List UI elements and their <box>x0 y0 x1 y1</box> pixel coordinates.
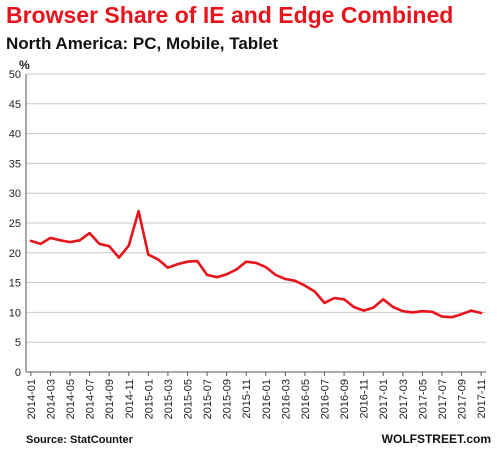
x-tick-label: 2015-11 <box>241 379 253 419</box>
data-point <box>372 306 375 309</box>
x-tick-label: 2016-09 <box>339 379 351 419</box>
data-point <box>470 309 473 312</box>
data-point <box>362 309 365 312</box>
data-point <box>137 210 140 213</box>
data-point <box>333 297 336 300</box>
data-point <box>255 261 257 264</box>
y-tick-label: 10 <box>9 307 21 319</box>
data-point <box>117 256 120 259</box>
data-point <box>264 266 267 269</box>
y-tick-label: 35 <box>9 158 21 170</box>
x-tick-label: 2014-05 <box>65 379 77 419</box>
x-tick-label: 2014-11 <box>124 379 136 419</box>
y-tick-label: 15 <box>9 278 21 290</box>
gridlines <box>26 73 486 343</box>
x-tick-label: 2015-09 <box>222 379 234 419</box>
x-tick-label: 2016-07 <box>320 379 332 419</box>
data-point <box>49 236 52 239</box>
data-point <box>186 260 189 263</box>
data-point <box>29 239 32 242</box>
x-tick-label: 2014-07 <box>85 379 97 419</box>
y-tick-label: 30 <box>9 188 21 200</box>
y-tick-label: 50 <box>9 69 21 81</box>
data-point <box>323 301 326 304</box>
data-point <box>284 278 287 281</box>
x-tick-label: 2016-11 <box>359 379 371 419</box>
data-point <box>343 298 346 301</box>
data-point <box>88 232 91 235</box>
data-point <box>294 279 297 282</box>
x-tick-label: 2016-05 <box>300 379 312 419</box>
data-point <box>274 273 277 276</box>
data-point <box>421 310 424 313</box>
data-point <box>352 306 355 309</box>
data-point <box>59 239 62 242</box>
x-tick-label: 2017-05 <box>417 379 429 419</box>
data-point <box>206 273 209 276</box>
x-tick-label: 2017-01 <box>378 379 390 419</box>
brand-label: WOLFSTREET.com <box>381 432 491 446</box>
data-point <box>440 315 443 318</box>
y-tick-label: 45 <box>9 99 21 111</box>
data-point <box>157 258 160 261</box>
x-tick-label: 2017-09 <box>457 379 469 419</box>
data-point <box>147 253 150 256</box>
data-point <box>39 242 42 245</box>
x-axis-ticks: 2014-01 2014-03 2014-05 2014-07 2014-09 2014-… <box>26 372 488 419</box>
data-point <box>98 242 101 245</box>
series-line-0 <box>29 209 483 319</box>
axes <box>25 74 486 373</box>
x-tick-label: 2015-01 <box>143 379 155 419</box>
data-point <box>245 260 248 263</box>
x-tick-label: 2017-03 <box>398 379 410 419</box>
data-point <box>176 263 179 266</box>
data-point <box>215 276 218 279</box>
y-axis-ticks: 0 5 10 15 20 25 30 35 40 45 50 <box>9 69 21 379</box>
y-axis-unit-label: % <box>19 58 30 72</box>
x-tick-label: 2015-03 <box>163 379 175 419</box>
data-point <box>303 284 306 287</box>
data-point <box>78 239 81 242</box>
source-note: Source: StatCounter <box>26 434 133 446</box>
x-tick-label: 2014-03 <box>45 379 57 419</box>
data-point <box>480 311 483 314</box>
x-tick-label: 2015-07 <box>202 379 214 419</box>
data-point <box>69 241 72 244</box>
data-point <box>225 273 228 276</box>
data-point <box>196 260 199 263</box>
data-point <box>411 311 414 314</box>
x-tick-label: 2017-07 <box>437 379 449 419</box>
data-point <box>431 310 434 313</box>
y-tick-label: 5 <box>15 337 21 349</box>
y-tick-label: 40 <box>9 129 21 141</box>
y-tick-label: 0 <box>15 367 21 379</box>
chart-subtitle: North America: PC, Mobile, Tablet <box>6 34 279 53</box>
data-point <box>127 244 130 247</box>
data-point <box>313 290 316 293</box>
x-tick-label: 2016-03 <box>280 379 292 419</box>
x-tick-label: 2014-01 <box>26 379 38 419</box>
series-group <box>29 209 483 319</box>
x-tick-label: 2017-11 <box>476 379 488 419</box>
data-point <box>450 316 453 319</box>
chart-title: Browser Share of IE and Edge Combined <box>6 2 454 28</box>
data-point <box>166 266 169 269</box>
data-point <box>460 313 463 316</box>
x-tick-label: 2016-01 <box>261 379 273 419</box>
y-tick-label: 20 <box>9 248 21 260</box>
data-point <box>382 298 385 301</box>
x-tick-label: 2014-09 <box>104 379 116 419</box>
data-point <box>235 268 238 271</box>
y-tick-label: 25 <box>9 218 21 230</box>
x-tick-label: 2015-05 <box>182 379 194 419</box>
data-point <box>392 306 395 309</box>
data-point <box>401 310 404 313</box>
data-point <box>108 245 111 248</box>
